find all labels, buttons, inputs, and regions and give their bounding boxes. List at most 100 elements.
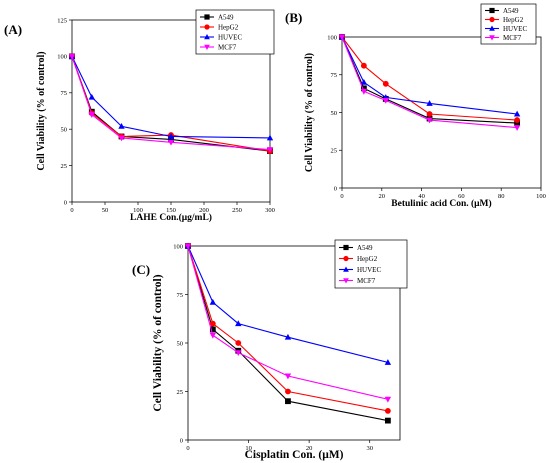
data-point-mcf7 <box>184 243 192 250</box>
y-tick-label: 0 <box>334 185 337 192</box>
x-axis-title: Cisplatin Con. (μM) <box>245 449 344 461</box>
data-point-mcf7 <box>338 34 346 41</box>
y-axis-title: Cell Viability (% of control) <box>36 51 47 170</box>
legend-marker-mcf7 <box>489 35 495 41</box>
data-point-a549 <box>285 398 291 405</box>
data-point-a549 <box>360 85 367 92</box>
legend-label-huvec: HUVEC <box>218 34 242 42</box>
legend: A549 HepG2 HUVEC MCF7 <box>334 239 408 289</box>
data-point-hepg2 <box>235 340 242 346</box>
y-tick-label: 100 <box>173 243 183 250</box>
x-tick-label: 30 <box>366 445 373 452</box>
data-point-huvec <box>118 122 125 129</box>
data-point-mcf7 <box>88 112 95 118</box>
data-point-mcf7 <box>513 125 521 131</box>
data-point-huvec <box>360 78 368 85</box>
y-axis-title: Cell Viability (% of control) <box>304 53 315 172</box>
data-point-huvec <box>426 100 433 106</box>
legend-marker-hepg2 <box>489 16 495 23</box>
y-tick-label: 75 <box>61 90 68 97</box>
legend-label-huvec: HUVEC <box>357 266 381 274</box>
data-point-hepg2 <box>360 62 367 69</box>
x-tick-label: 0 <box>186 445 189 452</box>
legend-label-mcf7: MCF7 <box>503 34 522 42</box>
series-line-hepg2 <box>341 36 518 121</box>
x-tick-label: 80 <box>498 193 505 200</box>
legend-marker-hepg2 <box>343 255 349 262</box>
legend-marker-a549 <box>204 14 210 20</box>
data-point-mcf7 <box>235 350 242 357</box>
x-axis-title: Betulinic acid Con. (μM) <box>391 198 491 209</box>
x-tick-label: 100 <box>133 207 143 214</box>
y-tick-label: 100 <box>327 34 337 41</box>
legend-label-mcf7: MCF7 <box>218 44 237 52</box>
chart-panel-2: 0 20 40 60 80 100 0 25 50 75 100 Betulinic acid Con… <box>304 3 546 209</box>
x-tick-label: 250 <box>232 207 242 214</box>
legend-marker-huvec <box>489 25 495 31</box>
data-point-mcf7 <box>266 147 274 153</box>
legend-label-a549: A549 <box>357 244 373 252</box>
legend-label-a549: A549 <box>218 14 234 22</box>
legend-label-hepg2: HepG2 <box>503 16 524 24</box>
data-point-huvec <box>284 333 292 340</box>
y-tick-label: 0 <box>180 437 183 444</box>
legend-label-hepg2: HepG2 <box>218 24 239 32</box>
legend-label-mcf7: MCF7 <box>357 277 376 285</box>
x-tick-label: 10 <box>245 445 252 452</box>
data-point-mcf7 <box>384 396 392 403</box>
data-point-huvec <box>513 110 521 117</box>
panel-label-a: (A) <box>4 22 23 37</box>
data-point-mcf7 <box>426 117 433 124</box>
x-tick-label: 0 <box>70 207 73 214</box>
legend-marker-huvec <box>204 34 210 40</box>
legend-marker-huvec <box>343 266 349 272</box>
data-point-huvec <box>167 133 175 139</box>
legend-marker-a549 <box>489 7 495 14</box>
y-tick-label: 25 <box>177 389 184 396</box>
data-point-huvec <box>88 93 95 100</box>
data-point-huvec <box>384 359 392 365</box>
legend-marker-a549 <box>343 244 349 251</box>
data-point-hepg2 <box>384 408 391 414</box>
data-point-a549 <box>514 120 521 126</box>
data-point-hepg2 <box>285 388 291 395</box>
x-tick-label: 100 <box>536 193 546 200</box>
legend-marker-mcf7 <box>343 278 349 284</box>
x-tick-label: 150 <box>166 207 176 214</box>
data-point-mcf7 <box>68 53 76 60</box>
y-axis-title: Cell Viability (% of control) <box>152 274 164 411</box>
x-tick-label: 40 <box>418 193 425 200</box>
legend-marker-hepg2 <box>204 24 210 30</box>
x-tick-label: 60 <box>458 193 465 200</box>
data-point-huvec <box>235 320 242 327</box>
data-point-a549 <box>168 136 174 143</box>
x-axis-title: LAHE Con.(μg/mL) <box>130 212 212 223</box>
legend-marker-mcf7 <box>204 44 210 50</box>
y-tick-label: 0 <box>64 199 67 206</box>
data-point-hepg2 <box>514 117 521 123</box>
panel-label-c: (C) <box>132 262 151 277</box>
x-tick-label: 300 <box>265 207 275 214</box>
y-tick-label: 50 <box>177 340 184 347</box>
x-tick-label: 0 <box>340 193 343 200</box>
data-point-hepg2 <box>382 80 389 87</box>
legend: A549 HepG2 HUVEC MCF7 <box>195 9 275 55</box>
legend-label-hepg2: HepG2 <box>357 255 378 263</box>
x-tick-label: 20 <box>306 445 313 452</box>
legend-label-a549: A549 <box>503 7 519 15</box>
data-point-hepg2 <box>209 320 216 327</box>
data-point-a549 <box>384 417 391 424</box>
y-tick-label: 75 <box>177 292 184 299</box>
data-point-hepg2 <box>426 111 433 117</box>
x-tick-label: 200 <box>199 207 209 214</box>
data-point-mcf7 <box>167 139 175 146</box>
y-tick-label: 100 <box>57 54 67 61</box>
y-tick-label: 75 <box>331 72 338 79</box>
y-tick-label: 25 <box>61 163 68 170</box>
data-point-a549 <box>209 326 216 333</box>
panel-label-b: (B) <box>285 10 303 25</box>
data-point-mcf7 <box>209 332 217 339</box>
chart-panel-3: 0 10 20 30 0 25 50 75 100 Cisplatin Con. (μM) Cell… <box>152 239 408 461</box>
y-tick-label: 50 <box>61 127 68 134</box>
